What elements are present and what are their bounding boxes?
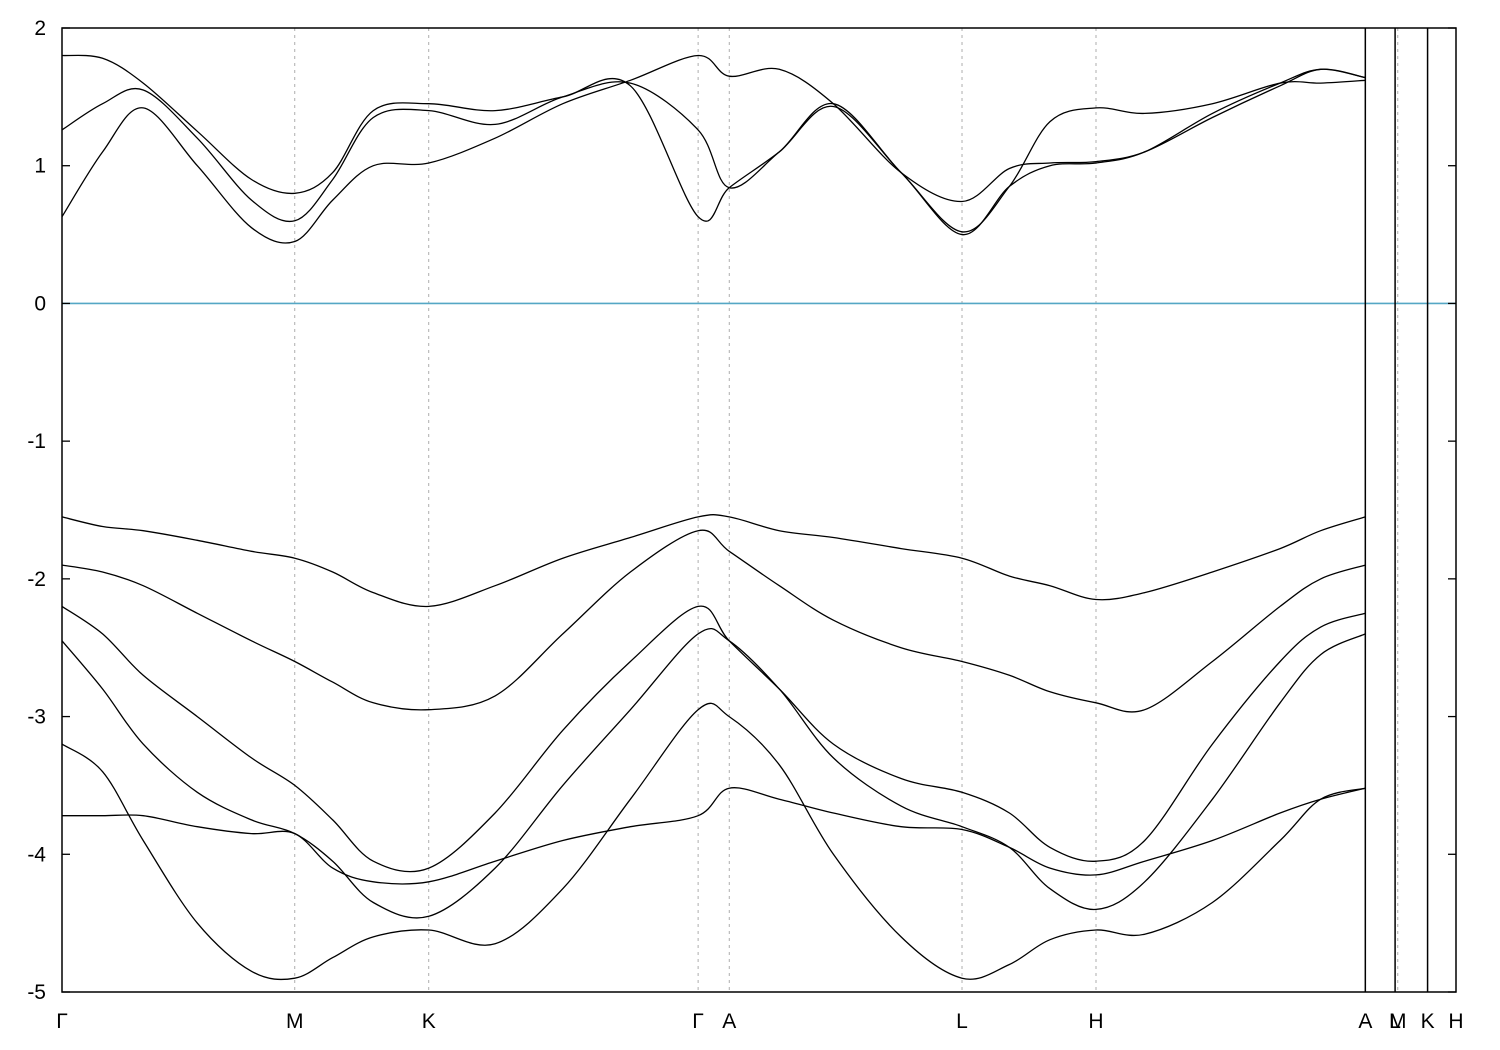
x-tick-label: K [422, 1010, 436, 1033]
band-line [61, 702, 1366, 981]
plot-frame [61, 27, 1457, 993]
band-line [61, 79, 1366, 233]
band-line [61, 605, 1366, 873]
y-tick-label: 0 [34, 292, 46, 315]
y-tick-label: -3 [27, 706, 46, 729]
band-line [61, 787, 1366, 885]
x-tick-label: K [1421, 1010, 1435, 1033]
y-axis-ticks: 2 1 0 -1 -2 -3 -4 -5 [27, 17, 1456, 1004]
band-line [61, 529, 1366, 713]
band-line [61, 514, 1366, 608]
x-tick-label: M [1389, 1010, 1407, 1033]
band-line [61, 627, 1366, 919]
x-tick-label: Γ [56, 1010, 68, 1033]
x-tick-label: H [1088, 1010, 1103, 1033]
x-tick-label: M [286, 1010, 304, 1033]
y-tick-label: 1 [34, 155, 46, 178]
segment-separators [1364, 28, 1429, 992]
x-axis-ticks: Γ M K Γ A L H A LM K H [56, 1010, 1463, 1033]
y-tick-label: -2 [27, 568, 46, 591]
y-tick-label: 2 [34, 17, 46, 40]
band-line [61, 54, 1366, 236]
y-tick-label: -1 [27, 430, 46, 453]
x-tick-label: A [1358, 1010, 1372, 1033]
kpoint-grid [61, 28, 1457, 992]
x-tick-label: L [1389, 1010, 1401, 1033]
x-tick-label: H [1448, 1010, 1463, 1033]
x-tick-label: L [956, 1010, 968, 1033]
x-tick-label: A [722, 1010, 736, 1033]
y-tick-label: -5 [27, 981, 46, 1004]
y-tick-label: -4 [27, 843, 46, 866]
band-lines [61, 54, 1366, 981]
x-tick-label: Γ [692, 1010, 704, 1033]
